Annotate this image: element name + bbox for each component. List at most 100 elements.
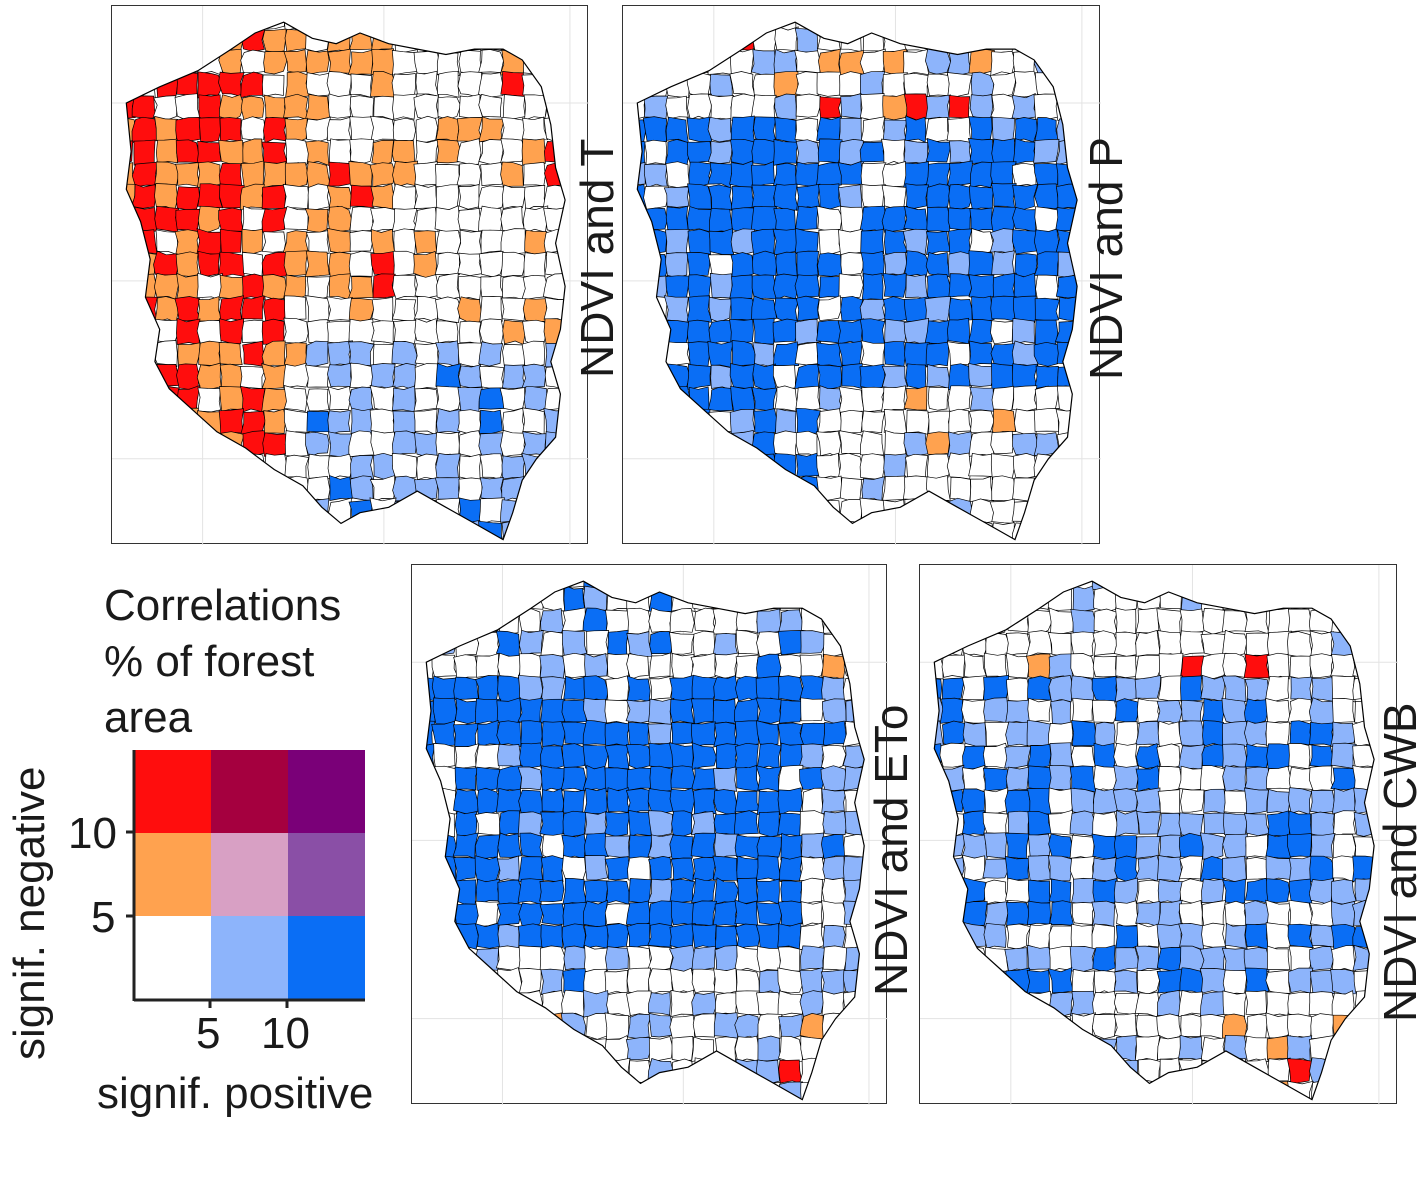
district-blue [686,206,713,233]
district-blue [948,273,973,298]
district-blue [982,767,1009,792]
district-white [1265,991,1291,1018]
district-red [132,341,156,366]
district-red [131,116,158,143]
district-white [500,116,526,143]
district-light-blue [735,1058,759,1085]
district-blue [772,341,800,368]
district-white [991,475,1016,502]
district-orange [882,93,908,121]
district-blue [755,697,782,724]
legend-cell [288,833,365,916]
district-white [882,475,907,501]
district-orange [262,274,287,300]
district-blue [541,787,565,814]
district-light-blue [758,970,781,996]
district-blue [753,408,778,435]
district-orange [242,138,265,165]
district-white [478,205,503,232]
district-light-blue [517,811,543,837]
district-blue [306,410,331,433]
district-white [840,409,863,434]
district-red [500,71,525,97]
district-white [757,1082,781,1100]
district-blue [686,364,712,391]
district-white [881,26,909,54]
district-blue [665,275,691,300]
district-white [502,94,526,120]
district-blue [1180,675,1203,703]
district-red [219,318,245,345]
district-blue [990,295,1017,322]
district-red [198,117,221,143]
district-blue [816,342,843,368]
district-white [1180,788,1205,813]
district-white [816,452,842,480]
district-orange [925,431,952,456]
district-light-blue [663,186,690,208]
district-light-blue [1007,810,1032,837]
district-white [691,1057,717,1085]
district-light-blue [1223,812,1248,837]
district-white [968,228,994,254]
district-white [648,1036,673,1063]
district-light-blue [1134,854,1162,882]
district-blue [628,809,652,838]
district-white [861,410,886,434]
district-light-blue [820,969,845,995]
district-white [1222,653,1249,679]
district-white [816,475,843,502]
district-white [961,699,986,724]
district-white [798,922,825,950]
district-blue [1202,720,1226,748]
district-white [393,228,417,256]
district-light-blue [1310,811,1335,837]
district-blue [1055,162,1078,188]
district-red [778,1059,803,1085]
district-light-blue [1135,721,1161,746]
district-white [1200,652,1227,680]
district-blue [882,272,907,298]
district-white [687,93,712,120]
district-blue [903,161,930,188]
legend-cell [288,916,365,999]
district-blue [942,677,967,703]
district-blue [822,720,848,747]
district-white [984,721,1010,747]
district-white [1266,945,1290,970]
district-white [991,385,1015,413]
district-light-blue [1135,836,1161,859]
district-white [523,251,547,278]
district-light-blue [647,833,674,860]
district-blue [605,880,630,905]
district-white [1069,834,1096,860]
district-white [500,228,526,256]
legend-cell [211,833,288,916]
legend-cell [288,750,365,833]
district-blue [729,274,754,300]
district-red [500,27,526,54]
district-red [175,139,200,163]
district-red [1286,1058,1312,1086]
district-orange [284,117,308,143]
district-white [838,228,865,256]
district-light-blue [708,296,733,323]
district-blue [777,630,804,656]
district-light-blue [560,1012,587,1040]
district-white [1243,586,1268,611]
district-blue [1034,297,1060,322]
district-red [263,297,287,322]
district-light-blue [540,608,565,634]
district-orange [241,228,263,255]
district-white [391,73,416,98]
district-light-blue [521,363,546,389]
district-white [457,208,481,233]
facet-label-ndvi-cwb: NDVI and CWB [1374,702,1417,1022]
district-white [1012,453,1037,479]
district-white [1005,607,1031,633]
district-blue [431,720,456,747]
district-white [837,521,864,540]
district-light-blue [707,140,733,164]
district-white [436,497,462,522]
district-light-blue [1199,832,1225,860]
